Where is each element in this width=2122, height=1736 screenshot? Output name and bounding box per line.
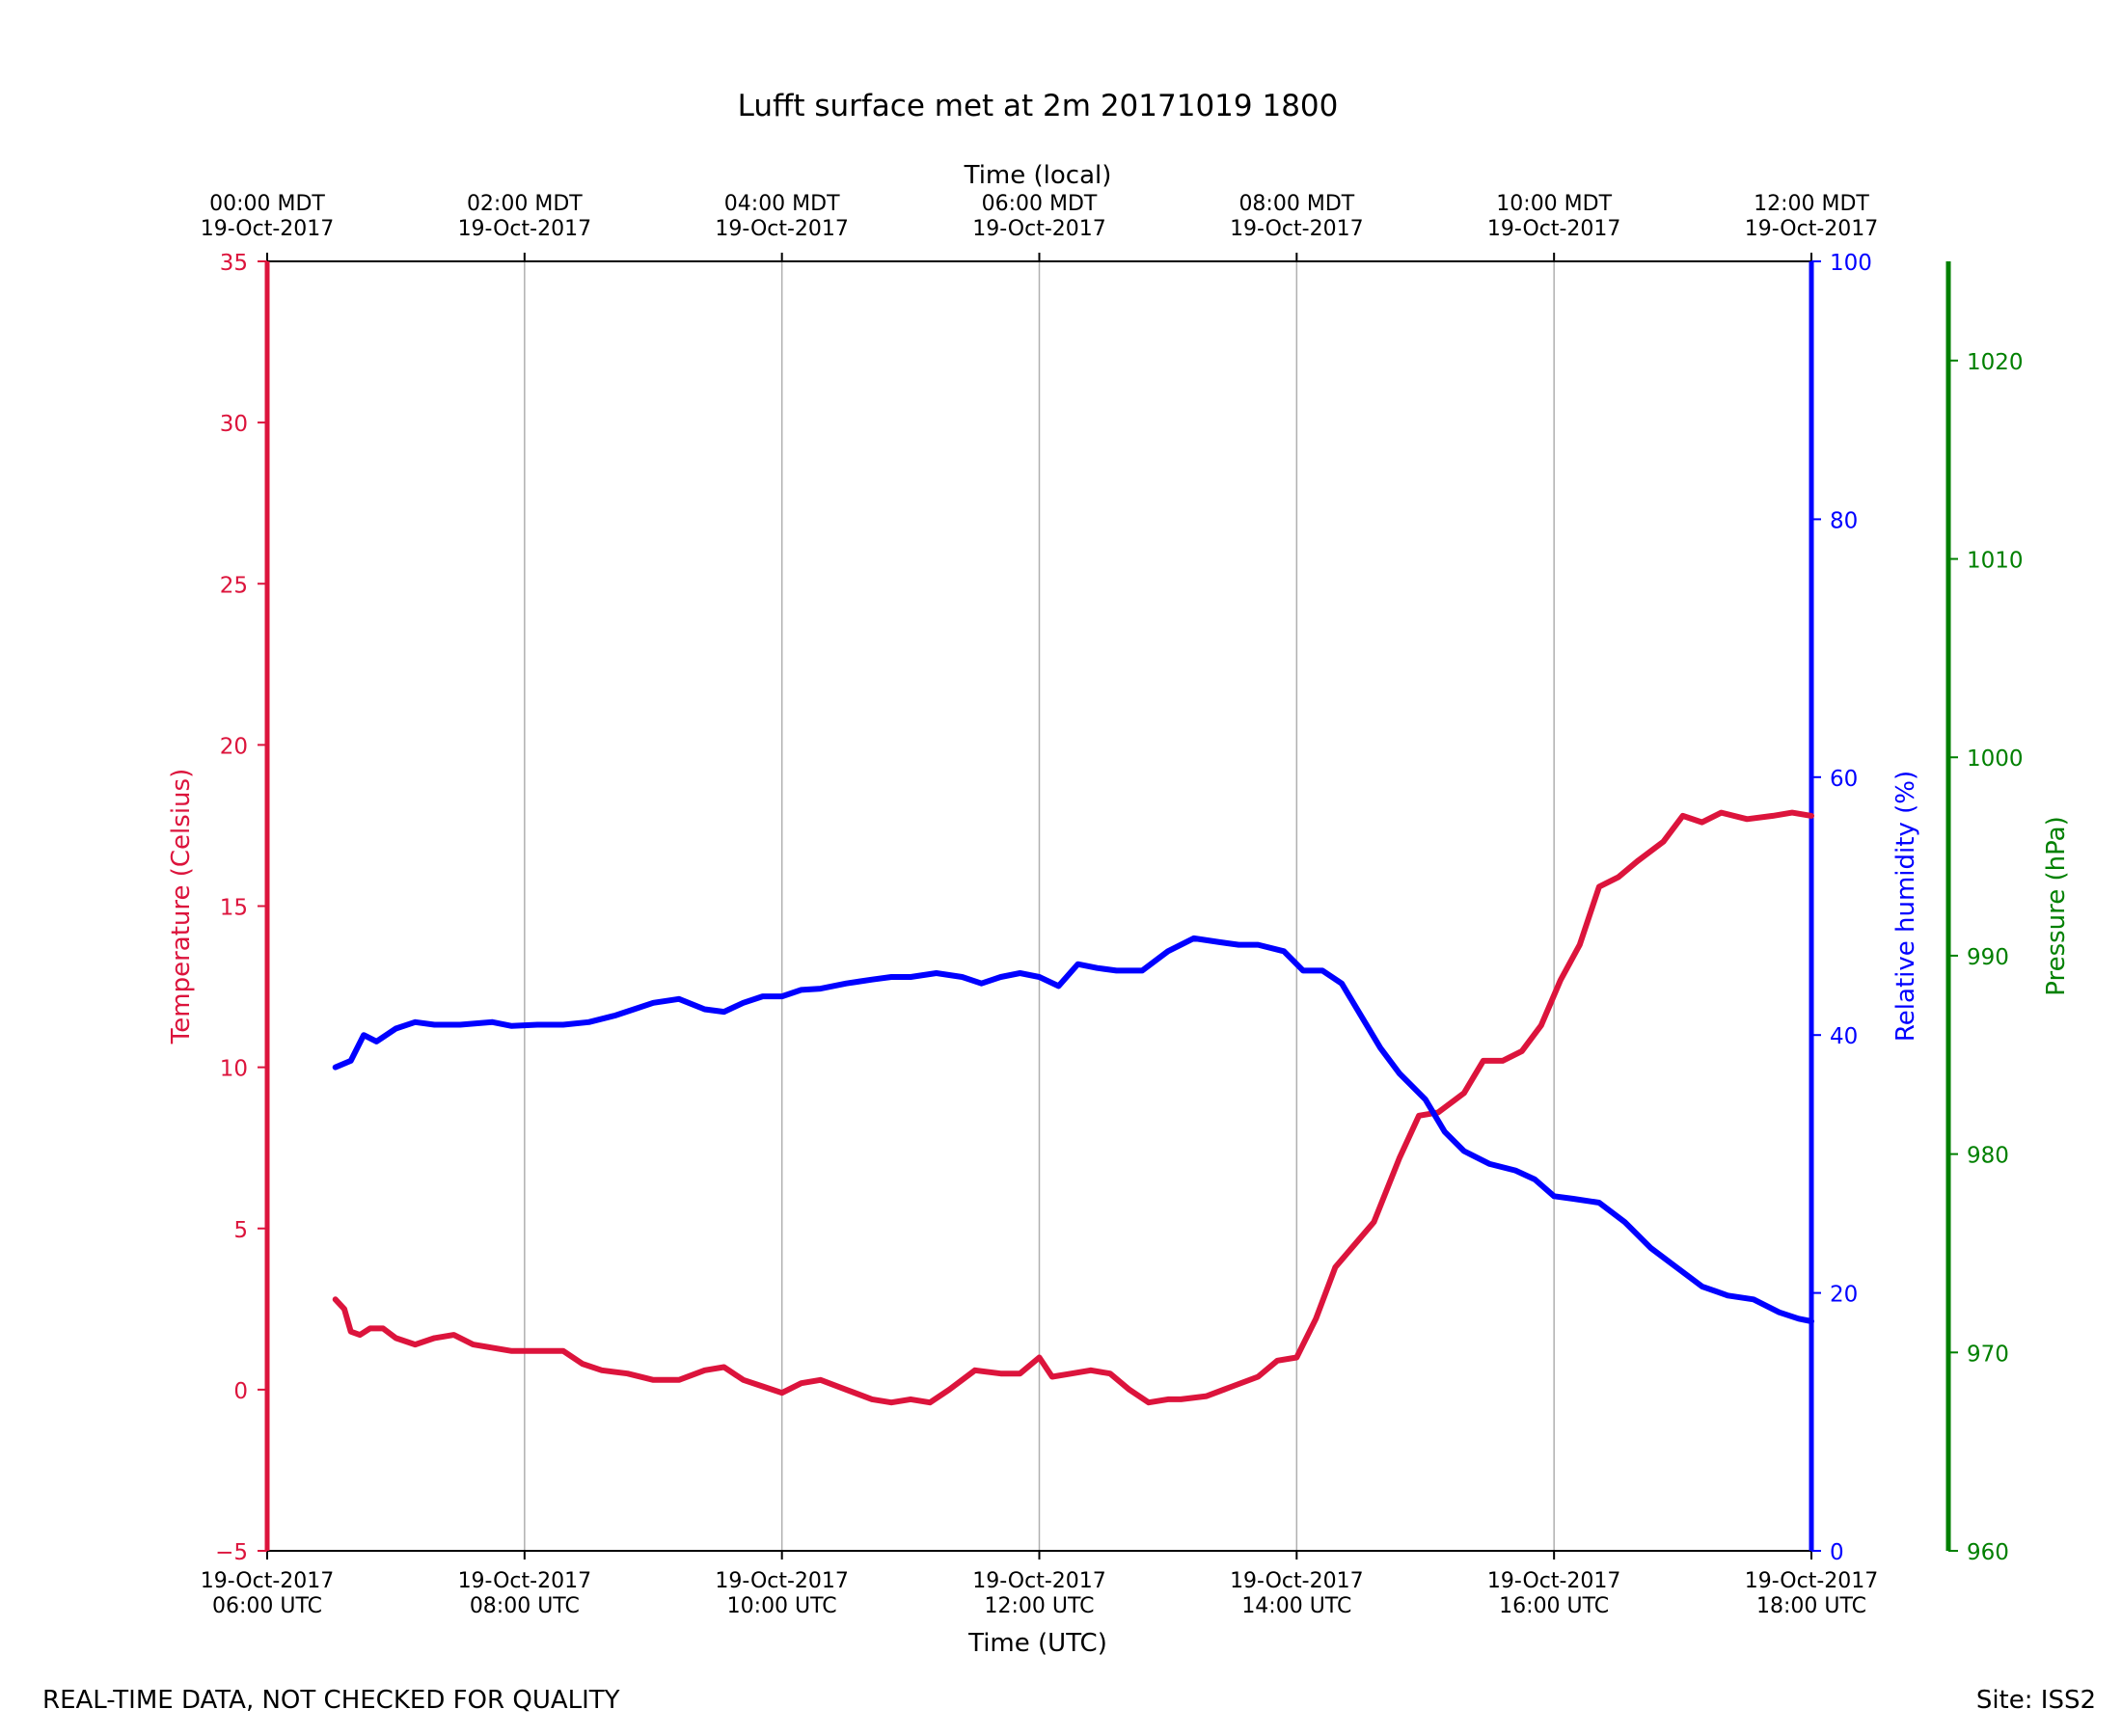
temperature-tick-label: 30 xyxy=(220,412,248,437)
pressure-tick-label: 1000 xyxy=(1967,746,2024,772)
pressure-tick-label: 970 xyxy=(1967,1342,2009,1367)
humidity-axis-label: Relative humidity (%) xyxy=(1891,771,1920,1042)
pressure-tick-label: 990 xyxy=(1967,945,2009,970)
top-tick-label-date: 19-Oct-2017 xyxy=(1745,217,1879,241)
x-axis-label: Time (UTC) xyxy=(967,1629,1107,1658)
pressure-tick-label: 960 xyxy=(1967,1540,2009,1565)
x-tick-label-date: 19-Oct-2017 xyxy=(1230,1569,1364,1593)
humidity-tick-label: 40 xyxy=(1830,1024,1858,1049)
chart-title: Lufft surface met at 2m 20171019 1800 xyxy=(738,89,1339,123)
top-tick-label-date: 19-Oct-2017 xyxy=(458,217,592,241)
humidity-tick-label: 20 xyxy=(1830,1283,1858,1308)
pressure-tick-label: 980 xyxy=(1967,1144,2009,1169)
temperature-tick-label: −5 xyxy=(215,1540,248,1565)
temperature-tick-label: 0 xyxy=(233,1379,248,1404)
x-tick-label-time: 08:00 UTC xyxy=(470,1594,580,1618)
pressure-tick-label: 1010 xyxy=(1967,549,2024,574)
quality-disclaimer: REAL-TIME DATA, NOT CHECKED FOR QUALITY xyxy=(42,1686,620,1715)
temperature-series-line xyxy=(332,809,1814,1406)
pressure-tick-label: 1020 xyxy=(1967,350,2024,375)
top-tick-label-time: 02:00 MDT xyxy=(467,192,583,216)
x-tick-label-time: 12:00 UTC xyxy=(984,1594,1094,1618)
temperature-tick-label: 25 xyxy=(220,573,248,598)
top-tick-label-time: 04:00 MDT xyxy=(724,192,840,216)
top-tick-label-date: 19-Oct-2017 xyxy=(715,217,849,241)
humidity-tick-label: 60 xyxy=(1830,767,1858,792)
x-tick-label-time: 16:00 UTC xyxy=(1499,1594,1609,1618)
top-tick-label-time: 10:00 MDT xyxy=(1496,192,1612,216)
top-tick-label-date: 19-Oct-2017 xyxy=(972,217,1106,241)
x-tick-label-date: 19-Oct-2017 xyxy=(201,1569,335,1593)
pressure-axis-label: Pressure (hPa) xyxy=(2042,816,2071,996)
x-tick-label-date: 19-Oct-2017 xyxy=(1745,1569,1879,1593)
top-tick-label-time: 06:00 MDT xyxy=(982,192,1098,216)
top-axis-label: Time (local) xyxy=(964,161,1112,190)
humidity-tick-label: 80 xyxy=(1830,508,1858,533)
x-tick-label-time: 14:00 UTC xyxy=(1241,1594,1351,1618)
top-tick-label-time: 12:00 MDT xyxy=(1754,192,1869,216)
x-tick-label-date: 19-Oct-2017 xyxy=(972,1569,1106,1593)
temperature-tick-label: 15 xyxy=(220,896,248,921)
temperature-tick-label: 10 xyxy=(220,1057,248,1082)
x-tick-label-date: 19-Oct-2017 xyxy=(1487,1569,1621,1593)
temperature-tick-label: 5 xyxy=(233,1218,248,1243)
site-label: Site: ISS2 xyxy=(1976,1686,2096,1715)
x-tick-label-time: 10:00 UTC xyxy=(727,1594,837,1618)
x-tick-label-time: 18:00 UTC xyxy=(1756,1594,1866,1618)
temperature-tick-label: 20 xyxy=(220,734,248,759)
x-tick-label-date: 19-Oct-2017 xyxy=(458,1569,592,1593)
temperature-axis-label: Temperature (Celsius) xyxy=(167,769,196,1044)
temperature-tick-label: 35 xyxy=(220,251,248,276)
humidity-tick-label: 100 xyxy=(1830,251,1872,276)
top-tick-label-date: 19-Oct-2017 xyxy=(1487,217,1621,241)
top-tick-label-time: 00:00 MDT xyxy=(209,192,325,216)
humidity-series-line xyxy=(332,935,1814,1324)
top-tick-label-time: 08:00 MDT xyxy=(1238,192,1354,216)
top-tick-label-date: 19-Oct-2017 xyxy=(201,217,335,241)
top-tick-label-date: 19-Oct-2017 xyxy=(1230,217,1364,241)
humidity-tick-label: 0 xyxy=(1830,1540,1844,1565)
x-tick-label-time: 06:00 UTC xyxy=(212,1594,322,1618)
x-tick-label-date: 19-Oct-2017 xyxy=(715,1569,849,1593)
